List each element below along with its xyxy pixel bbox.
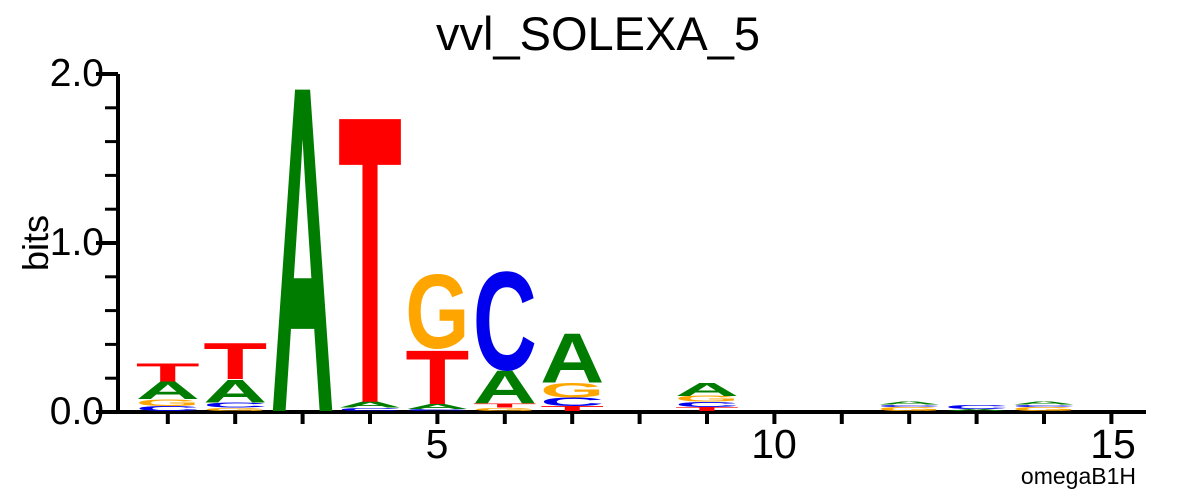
svg-text:C: C <box>540 396 604 409</box>
svg-text:T: T <box>203 333 267 391</box>
logo-letter-G-pos7: G <box>540 379 604 403</box>
x-tick-label-10: 10 <box>751 421 797 467</box>
svg-text:A: A <box>877 401 941 406</box>
logo-letter-A-pos2: A <box>203 373 267 410</box>
svg-text:A: A <box>271 0 335 496</box>
svg-text:G: G <box>877 406 941 413</box>
svg-text:C: C <box>945 404 1009 411</box>
svg-text:C: C <box>1012 404 1076 407</box>
logo-letter-G-pos5: G <box>405 253 469 371</box>
svg-text:T: T <box>136 358 200 387</box>
logo-letter-T-pos5: T <box>405 334 469 420</box>
logo-letter-A-pos1: A <box>136 377 200 405</box>
logo-letter-C-pos6: C <box>473 242 537 400</box>
logo-letter-G-pos9: G <box>675 394 739 403</box>
svg-text:T: T <box>540 405 604 413</box>
svg-text:A: A <box>203 373 267 410</box>
y-tick-label-1.0: 1.0 <box>49 221 104 264</box>
logo-letter-T-pos9: T <box>675 406 739 413</box>
logo-letter-A-pos4: A <box>338 400 402 409</box>
logo-letter-A-pos13: A <box>945 408 1009 411</box>
svg-text:A: A <box>473 362 537 414</box>
svg-text:G: G <box>473 407 537 412</box>
logo-letter-A-pos7: A <box>540 318 604 397</box>
svg-text:T: T <box>405 334 469 420</box>
svg-text:C: C <box>203 401 267 409</box>
logo-letter-C-pos5: C <box>405 408 469 411</box>
logo-letter-A-pos3: A <box>271 0 335 496</box>
svg-text:A: A <box>540 318 604 397</box>
svg-text:A: A <box>675 379 739 400</box>
svg-text:C: C <box>877 404 941 407</box>
logo-letter-G-pos2: G <box>203 407 267 412</box>
svg-text:G: G <box>405 253 469 371</box>
logo-letter-C-pos7: C <box>540 396 604 409</box>
svg-text:C: C <box>338 407 402 412</box>
logo-letter-G-pos14: G <box>1012 406 1076 413</box>
svg-text:T: T <box>338 30 402 489</box>
logo-letter-T-pos6: T <box>473 402 537 409</box>
svg-text:G: G <box>203 407 267 412</box>
logo-letter-A-pos9: A <box>675 379 739 400</box>
x-tick-label-15: 15 <box>1090 421 1136 467</box>
svg-text:A: A <box>945 408 1009 411</box>
svg-text:T: T <box>473 402 537 409</box>
svg-text:C: C <box>405 408 469 411</box>
logo-letter-C-pos12: C <box>877 404 941 407</box>
logo-letter-A-pos5: A <box>405 403 469 411</box>
logo-letter-C-pos14: C <box>1012 404 1076 407</box>
svg-text:C: C <box>136 405 200 413</box>
svg-text:G: G <box>136 398 200 408</box>
logo-letter-T-pos4: T <box>338 30 402 489</box>
svg-text:T: T <box>675 406 739 413</box>
svg-text:A: A <box>1012 401 1076 406</box>
logo-letter-G-pos6: G <box>473 407 537 412</box>
logo-letter-A-pos14: A <box>1012 401 1076 406</box>
y-tick-label-0.0: 0.0 <box>49 390 104 433</box>
logo-letter-T-pos2: T <box>203 333 267 391</box>
logo-letter-T-pos1: T <box>136 358 200 387</box>
logo-letter-C-pos2: C <box>203 401 267 409</box>
logo-letter-C-pos13: C <box>945 404 1009 411</box>
logo-letter-G-pos12: G <box>877 406 941 413</box>
logo-letter-A-pos12: A <box>877 401 941 406</box>
svg-text:C: C <box>675 401 739 409</box>
svg-text:A: A <box>405 403 469 411</box>
logo-letter-A-pos6: A <box>473 362 537 414</box>
fineprint-label: omegaB1H <box>1020 463 1136 489</box>
svg-text:A: A <box>136 377 200 405</box>
svg-text:C: C <box>473 242 537 400</box>
logo-letter-T-pos7: T <box>540 405 604 413</box>
svg-text:G: G <box>675 394 739 403</box>
y-tick-label-2.0: 2.0 <box>49 52 104 95</box>
logo-letter-C-pos9: C <box>675 401 739 409</box>
chart-title: vvl_SOLEXA_5 <box>436 7 760 60</box>
logo-letter-G-pos1: G <box>136 398 200 408</box>
x-tick-label-5: 5 <box>425 421 449 467</box>
svg-text:G: G <box>540 379 604 403</box>
svg-text:G: G <box>1012 406 1076 413</box>
logo-letter-C-pos1: C <box>136 405 200 413</box>
logo-letter-C-pos4: C <box>338 407 402 412</box>
svg-text:A: A <box>338 400 402 409</box>
